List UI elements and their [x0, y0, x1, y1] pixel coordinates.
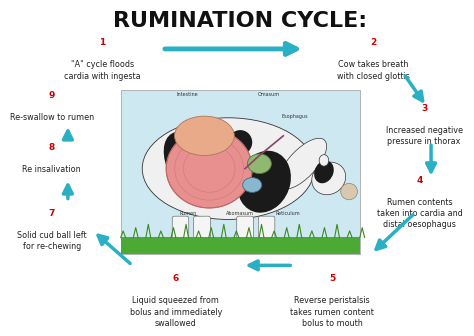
Text: "A" cycle floods
cardia with ingesta: "A" cycle floods cardia with ingesta: [64, 60, 141, 81]
Text: Increased negative
pressure in thorax: Increased negative pressure in thorax: [386, 126, 463, 146]
Ellipse shape: [228, 130, 252, 155]
Ellipse shape: [341, 183, 357, 200]
Ellipse shape: [319, 155, 329, 166]
Ellipse shape: [174, 116, 234, 156]
Text: 4: 4: [416, 176, 423, 185]
Ellipse shape: [237, 151, 291, 213]
Text: Cow takes breath
with closed glottis: Cow takes breath with closed glottis: [337, 60, 410, 81]
Text: 2: 2: [371, 38, 377, 47]
Text: Re-swallow to rumen: Re-swallow to rumen: [9, 113, 94, 122]
Text: Rumen contents
taken into cardia and
distal oesophagus: Rumen contents taken into cardia and dis…: [377, 198, 463, 229]
FancyBboxPatch shape: [121, 90, 360, 254]
Text: Omasum: Omasum: [258, 92, 280, 97]
FancyBboxPatch shape: [121, 238, 360, 254]
Ellipse shape: [166, 129, 252, 208]
Text: 7: 7: [48, 209, 55, 218]
Text: 9: 9: [48, 91, 55, 100]
Text: Liquid squeezed from
bolus and immediately
swallowed: Liquid squeezed from bolus and immediate…: [130, 296, 222, 328]
Text: Re insalivation: Re insalivation: [22, 165, 81, 174]
Text: Abomasum: Abomasum: [226, 211, 254, 215]
Text: 1: 1: [99, 38, 106, 47]
Text: 6: 6: [173, 275, 179, 283]
Ellipse shape: [312, 162, 346, 195]
Text: 3: 3: [421, 104, 427, 113]
Ellipse shape: [247, 154, 271, 173]
Text: Rumen: Rumen: [179, 211, 196, 215]
FancyBboxPatch shape: [194, 216, 210, 252]
Ellipse shape: [314, 161, 334, 183]
Text: Reticulum: Reticulum: [276, 211, 301, 215]
Ellipse shape: [243, 178, 262, 193]
Text: 5: 5: [329, 275, 335, 283]
FancyBboxPatch shape: [237, 216, 253, 252]
Text: RUMINATION CYCLE:: RUMINATION CYCLE:: [113, 11, 367, 31]
FancyBboxPatch shape: [172, 216, 189, 252]
Text: Solid cud ball left
for re-chewing: Solid cud ball left for re-chewing: [17, 231, 87, 251]
Text: Esophagus: Esophagus: [282, 114, 309, 119]
Ellipse shape: [164, 132, 211, 196]
Text: Reverse peristalsis
takes rumen content
bolus to mouth: Reverse peristalsis takes rumen content …: [290, 296, 374, 328]
Ellipse shape: [142, 118, 314, 219]
Text: Intestine: Intestine: [177, 92, 199, 97]
Ellipse shape: [278, 138, 327, 189]
FancyBboxPatch shape: [258, 216, 275, 252]
Text: 8: 8: [49, 143, 55, 152]
